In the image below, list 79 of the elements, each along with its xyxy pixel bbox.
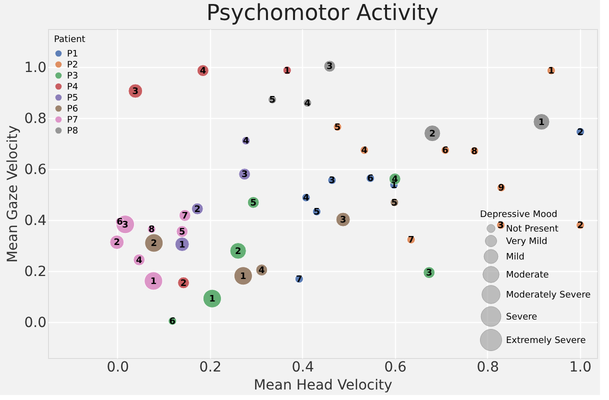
x-tick-label: 0.6 [384, 360, 407, 376]
annotation: 3 [241, 170, 248, 180]
annotation: 5 [391, 198, 398, 208]
legend-label: P2 [67, 60, 78, 70]
annotation: 3 [426, 268, 432, 279]
annotation: 2 [234, 246, 242, 257]
annotation: 5 [250, 198, 256, 208]
annotation: 3 [498, 221, 504, 232]
annotation: 6 [169, 317, 176, 328]
annotation: 2 [194, 204, 201, 215]
annotation: 8 [148, 225, 155, 236]
annotation: 1 [150, 276, 157, 287]
annotation: 2 [577, 128, 584, 138]
y-axis-title: Mean Gaze Velocity [5, 125, 22, 263]
y-tick-label: 0.6 [24, 162, 47, 178]
y-tick-label: 0.4 [24, 212, 47, 229]
text: Patient [54, 35, 86, 45]
x-axis-title: Mean Head Velocity [254, 378, 392, 394]
annotation: 5 [269, 96, 276, 106]
legend-label: Mild [506, 252, 524, 262]
annotation: 1 [284, 66, 290, 76]
annotation: 4 [361, 146, 368, 156]
annotation: 4 [200, 66, 206, 77]
annotation: 1 [178, 240, 186, 250]
annotation: 5 [314, 208, 320, 218]
annotation: 2 [180, 278, 187, 289]
text: Depressive Mood [480, 210, 558, 220]
annotation: 5 [178, 228, 186, 238]
annotation: 6 [442, 146, 448, 156]
x-tick-label: 0.2 [199, 360, 222, 376]
annotation: 9 [498, 184, 504, 194]
y-tick-label: 0.0 [24, 314, 46, 331]
annotation: 1 [209, 294, 216, 305]
x-tick-label: 0.4 [292, 360, 314, 376]
legend-label: P6 [67, 104, 78, 114]
annotation: 2 [429, 129, 436, 140]
annotation: 3 [326, 62, 333, 72]
legend-label: P5 [67, 94, 78, 104]
y-tick-label: 1.0 [24, 60, 46, 76]
annotation: 6 [116, 218, 123, 228]
annotation: 2 [577, 221, 584, 232]
annotation: 3 [328, 176, 336, 186]
legend-label: Extremely Severe [506, 336, 586, 346]
annotation: 2 [150, 238, 158, 249]
annotation: 4 [136, 256, 142, 266]
x-tick-label: 1.0 [569, 360, 592, 376]
legend-label: P8 [67, 126, 78, 136]
legend-label: Moderate [506, 270, 550, 280]
legend-label: P4 [67, 82, 78, 92]
x-tick-label: 0.8 [476, 360, 500, 376]
annotation: 8 [471, 146, 478, 157]
annotation: 1 [548, 66, 554, 77]
annotation: 7 [182, 211, 188, 222]
y-tick-label: 0.2 [24, 264, 46, 280]
chart-title: Psychomotor Activity [206, 1, 439, 26]
annotation: 1 [538, 118, 545, 128]
legend-label: P3 [67, 72, 78, 82]
annotation: 3 [132, 86, 139, 97]
annotation: 7 [296, 274, 302, 285]
annotation: 4 [304, 98, 311, 109]
annotation: 4 [302, 194, 310, 204]
annotation: 3 [340, 216, 346, 226]
annotation: 3 [122, 220, 128, 230]
legend-label: P7 [67, 116, 78, 126]
legend-label: P1 [67, 50, 78, 60]
legend-label: Not Present [506, 224, 559, 234]
annotation: 5 [334, 122, 341, 133]
annotation: 1 [390, 180, 398, 191]
annotation: 2 [114, 238, 120, 248]
annotation: 4 [258, 266, 265, 276]
y-tick-label: 0.8 [24, 110, 46, 127]
legend-label: Moderately Severe [506, 290, 592, 300]
legend-label: Very Mild [506, 237, 548, 247]
annotation: 7 [408, 236, 414, 246]
legend-label: Severe [506, 312, 538, 322]
x-tick-label: 0.0 [106, 360, 130, 376]
annotation: 6 [367, 174, 374, 184]
annotation: 4 [242, 136, 250, 147]
annotation: 1 [240, 272, 246, 282]
